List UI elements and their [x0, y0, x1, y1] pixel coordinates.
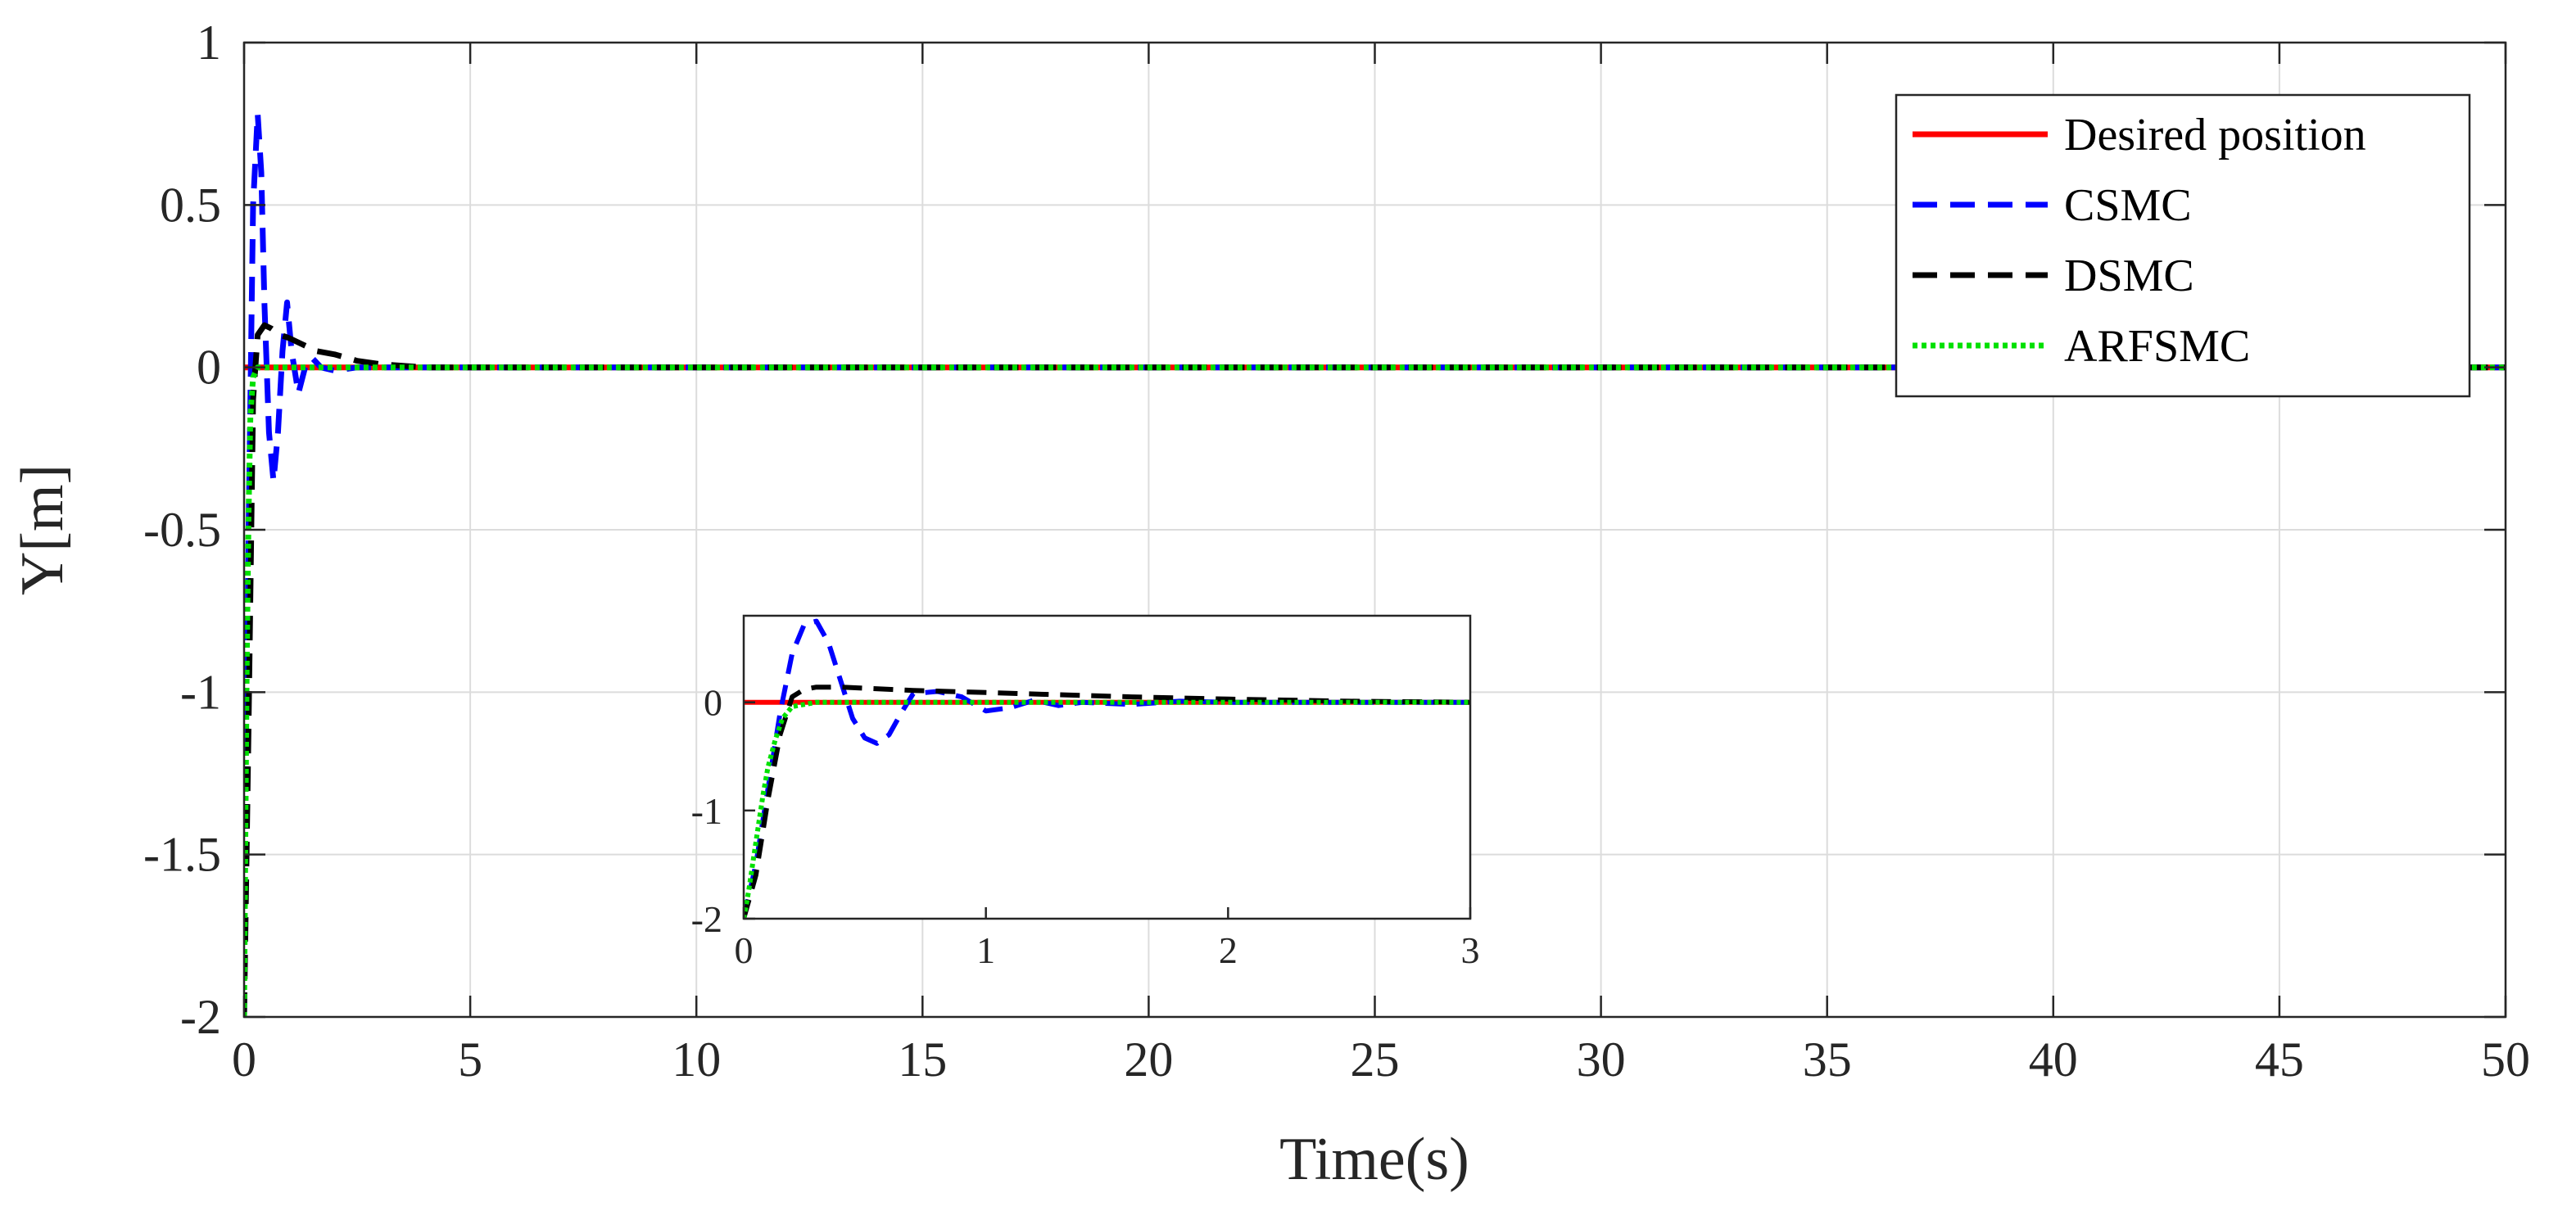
main-ytick-label: 0 — [197, 341, 221, 395]
inset-xtick-labels: 0 1 2 3 — [735, 929, 1480, 971]
main-xtick-labels: 0 5 10 15 20 25 30 35 40 45 50 — [232, 1032, 2530, 1087]
legend-label-dsmc: DSMC — [2064, 251, 2194, 301]
main-ytick-labels: 1 0.5 0 -0.5 -1 -1.5 -2 — [143, 16, 221, 1044]
y-axis-title: Y[m] — [9, 464, 76, 595]
inset-ytick-label: -2 — [691, 898, 722, 940]
main-ytick-label: 1 — [197, 16, 221, 70]
inset-ytick-label: 0 — [704, 682, 722, 724]
main-xtick-label: 45 — [2255, 1032, 2304, 1087]
main-series-line-arfsmc — [244, 364, 2506, 1017]
main-xtick-label: 50 — [2481, 1032, 2530, 1087]
main-xtick-label: 40 — [2029, 1032, 2078, 1087]
inset-ytick-label: -1 — [691, 790, 722, 832]
inset-series — [744, 618, 1470, 919]
legend: Desired position CSMC DSMC ARFSMC — [1895, 93, 2471, 398]
inset-axes-box — [742, 614, 1472, 920]
main-series-line-dsmc — [244, 322, 2506, 1017]
legend-label-csmc: CSMC — [2064, 180, 2192, 231]
main-xtick-label: 10 — [672, 1032, 721, 1087]
inset-xtick-label: 0 — [735, 929, 754, 971]
x-axis-title: Time(s) — [1279, 1126, 1469, 1193]
inset-ytick-labels: 0 -1 -2 — [691, 682, 722, 940]
inset-chart: 0 1 2 3 0 -1 -2 — [691, 614, 1480, 971]
main-xtick-label: 0 — [232, 1032, 256, 1087]
inset-plot-area — [744, 616, 1470, 919]
main-ytick-label: -0.5 — [143, 503, 221, 557]
main-xtick-label: 30 — [1577, 1032, 1626, 1087]
legend-label-desired-position: Desired position — [2064, 110, 2366, 160]
inset-xtick-label: 1 — [976, 929, 995, 971]
inset-series-line--000000 — [744, 685, 1470, 919]
main-xtick-label: 15 — [898, 1032, 947, 1087]
inset-xtick-label: 2 — [1219, 929, 1238, 971]
main-ytick-label: 0.5 — [160, 178, 221, 232]
legend-entries: Desired position CSMC DSMC ARFSMC — [1913, 110, 2366, 372]
main-xtick-label: 25 — [1351, 1032, 1400, 1087]
main-ytick-label: -1.5 — [143, 828, 221, 882]
legend-label-arfsmc: ARFSMC — [2064, 321, 2250, 372]
main-ticks — [242, 41, 2507, 1019]
main-xtick-label: 20 — [1124, 1032, 1173, 1087]
main-ytick-label: -1 — [180, 665, 221, 719]
legend-box — [1895, 93, 2471, 398]
main-xtick-label: 5 — [458, 1032, 482, 1087]
main-ytick-label: -2 — [180, 990, 221, 1044]
inset-ticks — [742, 701, 1472, 920]
inset-xtick-label: 3 — [1461, 929, 1480, 971]
inset-series-line--00e000 — [744, 699, 1470, 919]
main-xtick-label: 35 — [1803, 1032, 1852, 1087]
